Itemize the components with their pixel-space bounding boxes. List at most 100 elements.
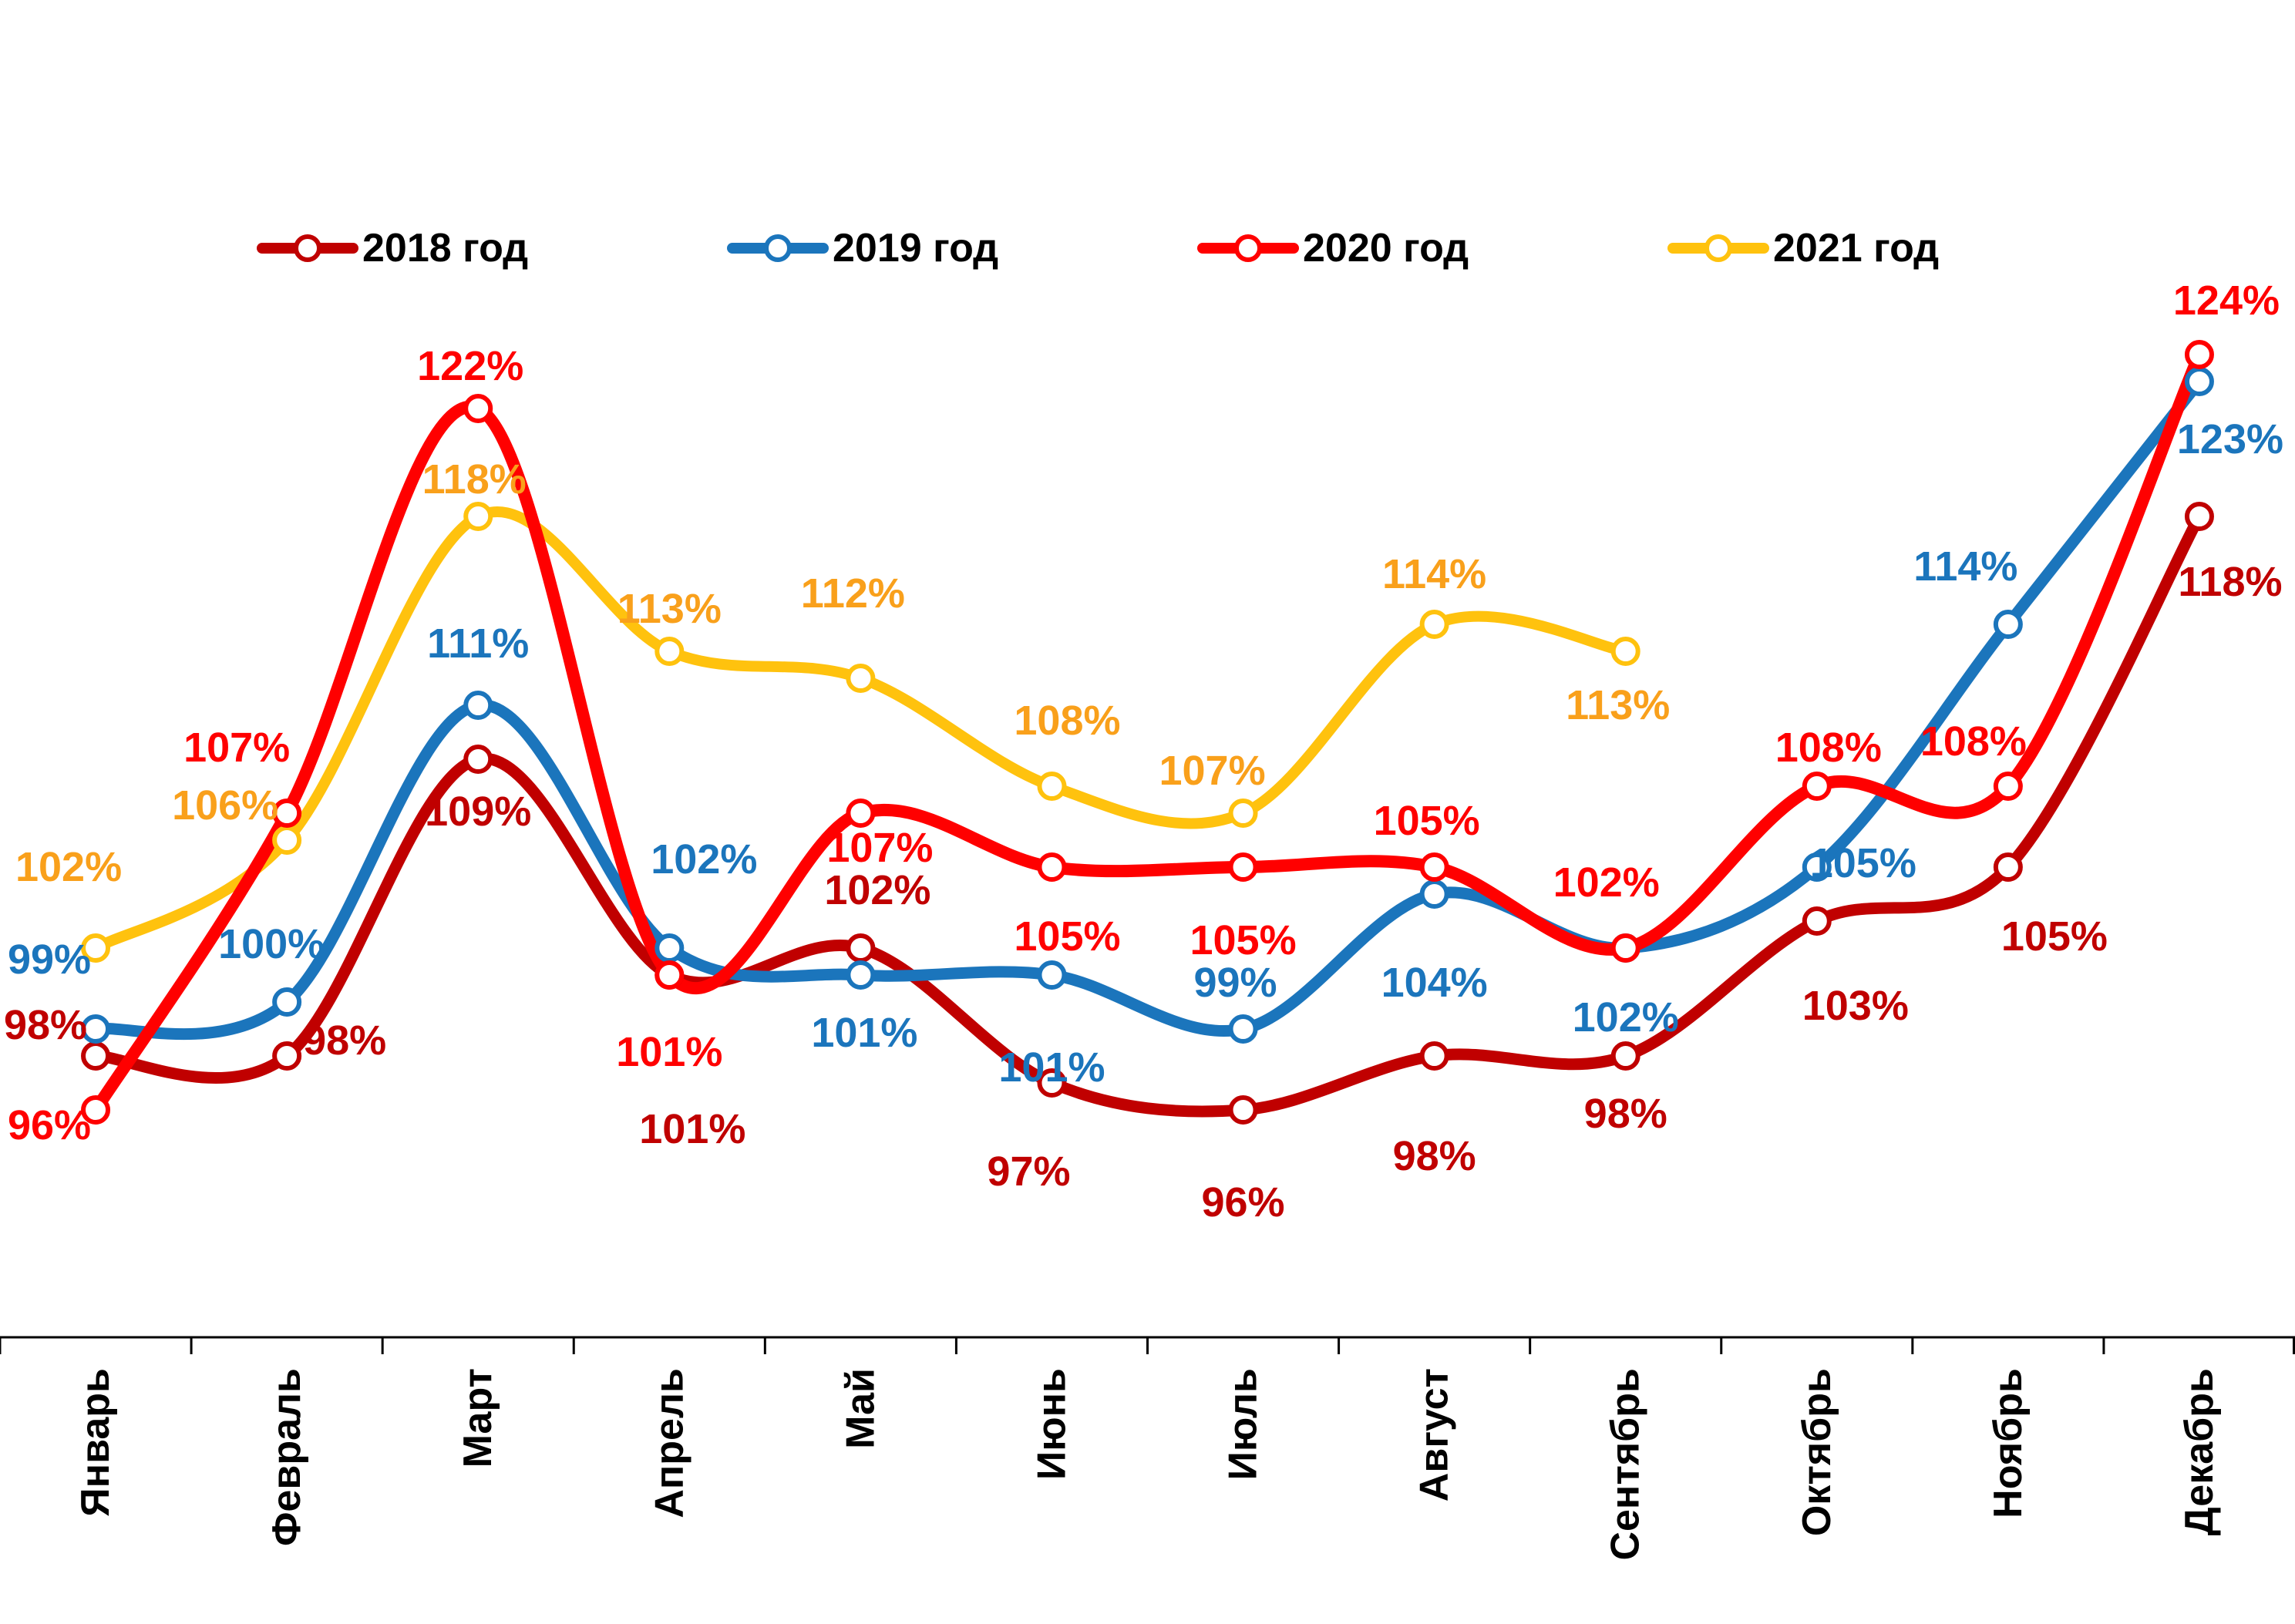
data-label-2018: 98% — [1584, 1091, 1667, 1137]
x-axis-label: Июль — [1221, 1368, 1266, 1481]
x-axis-label: Август — [1412, 1368, 1457, 1501]
legend-label: 2018 год — [362, 226, 528, 271]
legend-circle-marker-icon — [1704, 234, 1732, 262]
data-label-2021: 102% — [15, 844, 122, 890]
data-label-2020: 105% — [1190, 917, 1296, 963]
legend-label: 2020 год — [1303, 226, 1469, 271]
legend-item-2018: 2018 год — [257, 226, 528, 271]
data-point-marker-2019 — [2184, 367, 2214, 396]
data-point-marker-2018 — [1419, 1041, 1449, 1071]
data-label-2018: 118% — [2178, 559, 2282, 605]
data-label-2021: 114% — [1382, 551, 1486, 597]
data-point-marker-2020 — [81, 1095, 111, 1125]
data-label-2018: 103% — [1802, 983, 1909, 1029]
x-axis-label: Октябрь — [1795, 1368, 1839, 1536]
x-axis-label: Апрель — [647, 1368, 692, 1518]
data-point-marker-2019 — [1228, 1014, 1258, 1044]
x-axis-label: Март — [456, 1368, 500, 1468]
data-label-2018: 96% — [1201, 1179, 1284, 1226]
data-label-2021: 108% — [1014, 698, 1120, 744]
data-point-marker-2020 — [463, 394, 493, 423]
legend-circle-marker-icon — [294, 234, 321, 262]
data-label-2018: 101% — [639, 1106, 745, 1152]
data-label-2019: 102% — [651, 836, 757, 883]
x-axis-label: Январь — [73, 1368, 118, 1517]
data-point-marker-2019 — [463, 691, 493, 720]
data-point-marker-2020 — [1037, 852, 1067, 882]
data-point-marker-2018 — [1228, 1095, 1258, 1125]
data-point-marker-2018 — [1037, 1068, 1067, 1098]
x-axis-label: Май — [838, 1368, 883, 1449]
data-label-2020: 108% — [1775, 725, 1882, 771]
data-point-marker-2019 — [1419, 879, 1449, 909]
data-point-marker-2021 — [81, 933, 111, 963]
legend-label: 2019 год — [833, 226, 998, 271]
data-label-2019: 114% — [1913, 543, 2017, 590]
data-label-2019: 123% — [2177, 416, 2283, 462]
data-point-marker-2019 — [655, 933, 685, 963]
data-point-marker-2019 — [1802, 852, 1832, 882]
data-label-2018: 98% — [303, 1017, 386, 1064]
data-point-marker-2021 — [463, 502, 493, 531]
data-label-2021: 107% — [1159, 748, 1265, 794]
legend-item-2019: 2019 год — [727, 226, 998, 271]
data-point-marker-2021 — [846, 664, 876, 693]
data-label-2021: 113% — [1566, 682, 1670, 728]
data-label-2020: 102% — [1553, 859, 1660, 906]
series-line-2019 — [89, 375, 2206, 1041]
data-label-2020: 96% — [8, 1102, 91, 1148]
data-label-2020: 107% — [183, 725, 290, 771]
data-label-2018: 105% — [2001, 913, 2108, 960]
data-label-2019: 99% — [1193, 960, 1277, 1006]
data-point-marker-2020 — [2184, 340, 2214, 369]
data-point-marker-2021 — [1610, 637, 1640, 666]
legend-label: 2021 год — [1773, 226, 1939, 271]
data-label-2019: 104% — [1381, 960, 1488, 1006]
data-point-marker-2020 — [1802, 772, 1832, 801]
data-label-2020: 101% — [616, 1029, 722, 1075]
data-label-2021: 112% — [801, 570, 905, 617]
data-point-marker-2019 — [1993, 610, 2023, 639]
data-label-2019: 101% — [811, 1010, 917, 1056]
data-point-marker-2021 — [272, 825, 302, 855]
x-axis-label: Декабрь — [2177, 1368, 2222, 1535]
data-label-2020: 124% — [2173, 277, 2280, 324]
data-label-2019: 101% — [998, 1044, 1105, 1091]
data-label-2019: 105% — [1810, 840, 1916, 886]
data-point-marker-2019 — [272, 987, 302, 1017]
x-axis-label: Сентябрь — [1603, 1368, 1648, 1561]
data-point-marker-2020 — [1610, 933, 1640, 963]
data-label-2018: 98% — [1393, 1133, 1476, 1179]
x-axis-label: Июнь — [1029, 1368, 1074, 1480]
data-point-marker-2018 — [2184, 502, 2214, 531]
series-line-2018 — [89, 510, 2206, 1118]
data-point-marker-2018 — [272, 1041, 302, 1071]
data-label-2020: 105% — [1374, 798, 1480, 844]
legend-circle-marker-icon — [1234, 234, 1262, 262]
data-point-marker-2019 — [846, 960, 876, 990]
data-label-2018: 98% — [4, 1002, 87, 1048]
data-point-marker-2018 — [1802, 906, 1832, 936]
legend-item-2021: 2021 год — [1667, 226, 1939, 271]
legend: 2018 год 2019 год 2020 год 2021 год — [257, 226, 1939, 271]
x-axis-label: Ноябрь — [1986, 1368, 2031, 1518]
data-point-marker-2021 — [1419, 610, 1449, 639]
data-label-2018: 109% — [425, 788, 531, 835]
data-label-2021: 113% — [617, 586, 722, 632]
data-label-2021: 106% — [172, 782, 278, 829]
data-point-marker-2021 — [1037, 772, 1067, 801]
series-line-2021 — [90, 506, 1631, 953]
legend-item-2020: 2020 год — [1197, 226, 1469, 271]
data-point-marker-2020 — [1993, 772, 2023, 801]
data-point-marker-2020 — [655, 960, 685, 990]
data-label-2018: 97% — [987, 1148, 1070, 1195]
data-point-marker-2019 — [1037, 960, 1067, 990]
data-label-2019: 100% — [218, 921, 325, 967]
data-label-2020: 108% — [1920, 718, 2027, 765]
data-label-2021: 118% — [422, 456, 527, 503]
x-axis: Январь Февраль Март Апрель Май Июнь Июль Август… — [0, 1336, 2295, 1561]
data-point-marker-2020 — [846, 799, 876, 828]
data-point-marker-2018 — [1993, 852, 2023, 882]
